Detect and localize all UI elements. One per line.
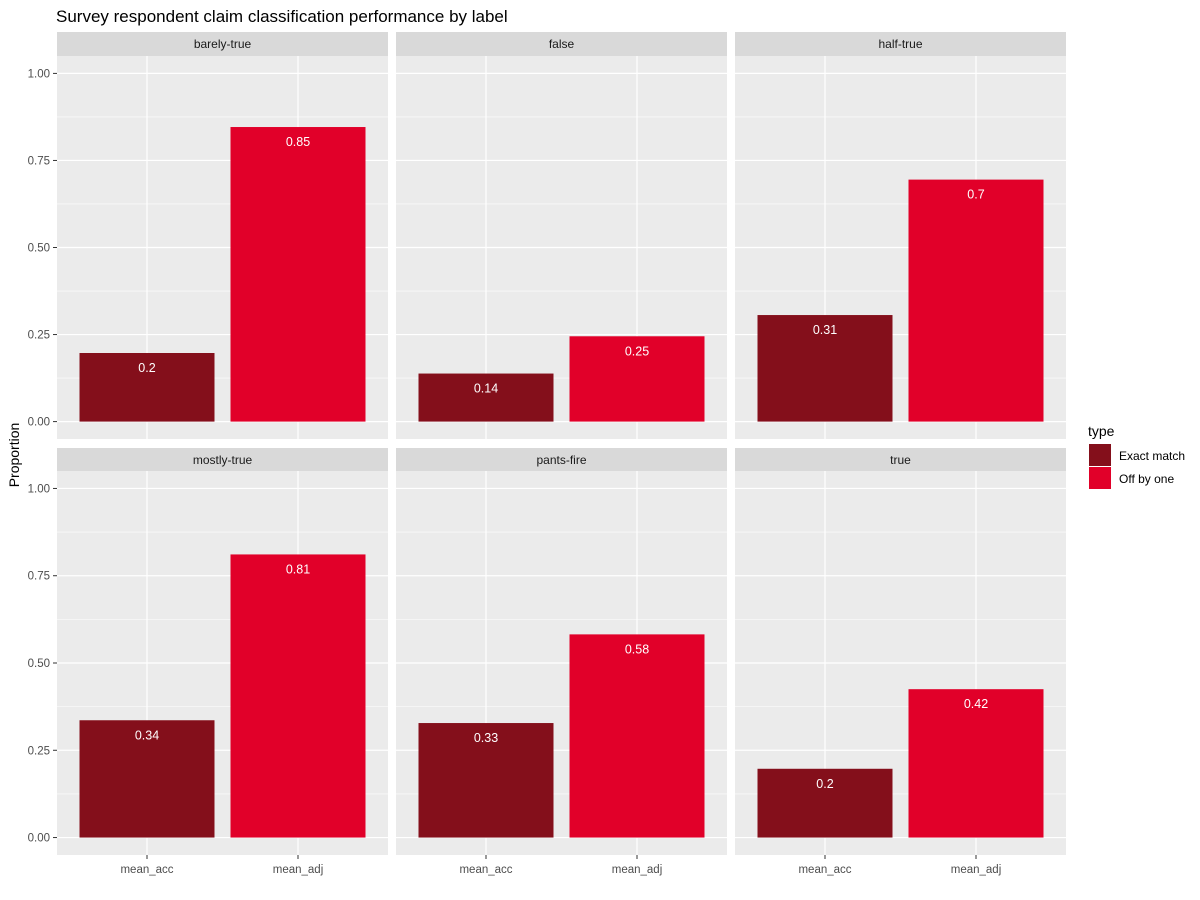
- legend-label: Off by one: [1119, 472, 1174, 486]
- legend-key-off-by-one: [1089, 467, 1111, 489]
- facet-strip: [396, 448, 727, 472]
- bar-mean_adj: [908, 179, 1044, 422]
- facet-strip: [735, 32, 1066, 56]
- facet-half-true: half-true 0.31 0.7: [735, 32, 1066, 439]
- bar-value-label: 0.31: [813, 323, 837, 337]
- legend-label: Exact match: [1119, 449, 1185, 463]
- y-tick-label: 0.00: [28, 417, 50, 429]
- legend-key-exact-match: [1089, 444, 1111, 466]
- facet-true: true 0.2 0.42 mean_acc mean_adj: [735, 448, 1066, 876]
- bar-mean_acc: [79, 352, 215, 422]
- x-tick-label: mean_adj: [612, 864, 663, 876]
- bar-value-label: 0.2: [138, 361, 155, 375]
- bar-mean_acc: [757, 768, 893, 838]
- bar-value-label: 0.85: [286, 135, 310, 149]
- facet-strip-label: false: [549, 37, 575, 51]
- bar-mean_acc: [757, 315, 893, 422]
- y-tick-label: 1.00: [28, 483, 50, 495]
- bar-mean_adj: [569, 336, 705, 422]
- bar-mean_adj: [569, 634, 705, 838]
- facet-strip: [57, 448, 388, 472]
- y-tick-label: 0.75: [28, 571, 50, 583]
- bar-mean_acc: [418, 723, 554, 838]
- y-axis-title: Proportion: [6, 423, 22, 488]
- x-tick-label: mean_acc: [798, 864, 851, 876]
- x-tick-label: mean_acc: [120, 864, 173, 876]
- y-tick-label: 0.75: [28, 155, 50, 167]
- legend: type Exact match Off by one: [1088, 423, 1185, 489]
- facet-strip: [396, 32, 727, 56]
- facet-false: false 0.14 0.25: [396, 32, 727, 439]
- bar-value-label: 0.58: [625, 642, 649, 656]
- facet-strip-label: mostly-true: [193, 453, 253, 467]
- bar-value-label: 0.33: [474, 731, 498, 745]
- x-tick-label: mean_acc: [459, 864, 512, 876]
- bar-mean_acc: [79, 720, 215, 838]
- facet-barely-true: barely-true 0.2 0.85 0.00 0.25 0.50 0.75 1.00: [28, 32, 388, 439]
- x-tick-label: mean_adj: [273, 864, 324, 876]
- y-tick-label: 0.00: [28, 833, 50, 845]
- bar-mean_adj: [230, 127, 366, 422]
- facet-pants-fire: pants-fire 0.33 0.58 mean_acc mean_adj: [396, 448, 727, 876]
- bar-mean_adj: [908, 689, 1044, 838]
- facet-strip-label: barely-true: [194, 37, 252, 51]
- facet-strip-label: half-true: [878, 37, 922, 51]
- bar-mean_acc: [418, 373, 554, 422]
- y-tick-label: 0.25: [28, 330, 50, 342]
- bar-value-label: 0.7: [967, 188, 984, 202]
- x-tick-label: mean_adj: [951, 864, 1002, 876]
- bar-value-label: 0.25: [625, 344, 649, 358]
- bar-mean_adj: [230, 554, 366, 838]
- facet-mostly-true: mostly-true 0.34 0.81 0.00 0.25 0.50 0.75 1.00 m…: [28, 448, 388, 876]
- y-tick-label: 1.00: [28, 68, 50, 80]
- facet-strip: [57, 32, 388, 56]
- facet-panels: barely-true 0.2 0.85 0.00 0.25 0.50 0.75 1.00 fa…: [28, 32, 1066, 876]
- facet-strip: [735, 448, 1066, 472]
- chart-title: Survey respondent claim classification p…: [56, 7, 508, 26]
- bar-value-label: 0.2: [816, 777, 833, 791]
- bar-value-label: 0.34: [135, 728, 159, 742]
- y-tick-label: 0.25: [28, 745, 50, 757]
- facet-strip-label: pants-fire: [536, 453, 586, 467]
- y-tick-label: 0.50: [28, 658, 50, 670]
- legend-title: type: [1088, 423, 1115, 439]
- y-tick-label: 0.50: [28, 243, 50, 255]
- facet-strip-label: true: [890, 453, 911, 467]
- bar-value-label: 0.42: [964, 697, 988, 711]
- bar-value-label: 0.81: [286, 562, 310, 576]
- bar-value-label: 0.14: [474, 382, 498, 396]
